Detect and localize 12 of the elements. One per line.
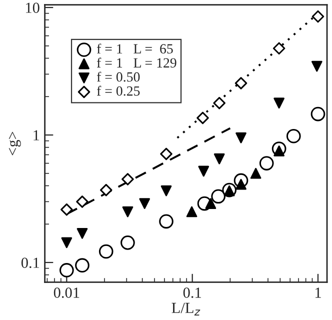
y-tick-label: 1 (34, 130, 40, 140)
x-axis-title: L/L$_{z}$ (172, 302, 200, 316)
x-tick-label: 1 (316, 288, 321, 298)
legend-label: f = 1 L = 65 (96, 44, 173, 54)
legend-label: f = 0.50 (96, 72, 140, 82)
legend-label: f = 1 L = 129 (96, 58, 176, 68)
y-tick-label: 10 (26, 2, 40, 13)
x-tick-label: 0.01 (54, 288, 80, 298)
x-tick-label: 0.1 (183, 288, 201, 298)
y-tick-label: 0.1 (21, 258, 40, 268)
y-axis-title: <g> (8, 132, 21, 156)
legend-label: f = 0.25 (96, 86, 140, 96)
